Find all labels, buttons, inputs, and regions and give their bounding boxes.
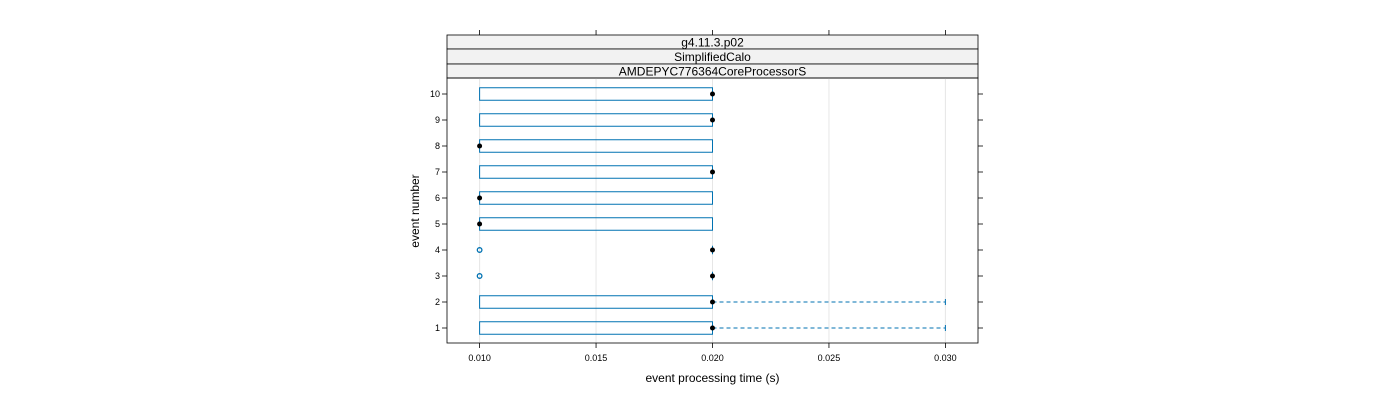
y-tick-label: 4 bbox=[435, 245, 440, 255]
y-tick-label: 5 bbox=[435, 219, 440, 229]
median-dot bbox=[710, 325, 715, 331]
median-dot bbox=[477, 143, 483, 149]
outlier-point bbox=[476, 247, 483, 253]
x-tick-label: 0.020 bbox=[701, 353, 724, 363]
box-event-4 bbox=[476, 245, 715, 255]
y-tick-label: 7 bbox=[435, 167, 440, 177]
median-dot bbox=[477, 221, 483, 227]
box-marks bbox=[476, 87, 946, 335]
box-event-3 bbox=[476, 271, 715, 281]
x-tick-label: 0.030 bbox=[934, 353, 957, 363]
y-tick-label: 2 bbox=[435, 297, 440, 307]
y-tick-label: 3 bbox=[435, 271, 440, 281]
x-tick-label: 0.010 bbox=[468, 353, 491, 363]
median-dot bbox=[710, 169, 715, 175]
axis-ticks: 0.010 0.015 0.020 0.025 0.030 1 2 3 4 5 6 7 8 9 10 bbox=[430, 30, 983, 363]
y-tick-label: 6 bbox=[435, 193, 440, 203]
median-dot bbox=[710, 247, 715, 253]
strip-label-application: SimplifiedCalo bbox=[674, 50, 751, 64]
box-event-2 bbox=[479, 295, 946, 309]
y-axis-label: event number bbox=[408, 174, 422, 247]
strip-label-version: g4.11.3.p02 bbox=[681, 36, 744, 50]
box-event-6 bbox=[477, 191, 713, 205]
median-dot bbox=[710, 299, 715, 305]
y-tick-label: 10 bbox=[430, 89, 440, 99]
x-tick-label: 0.015 bbox=[585, 353, 608, 363]
outlier-point bbox=[476, 273, 483, 279]
x-axis-label: event processing time (s) bbox=[645, 371, 779, 385]
box-event-1 bbox=[479, 321, 946, 335]
box-event-8 bbox=[477, 139, 713, 153]
box-event-5 bbox=[477, 217, 713, 231]
median-dot bbox=[710, 273, 715, 279]
y-tick-label: 9 bbox=[435, 115, 440, 125]
box-event-7 bbox=[479, 165, 715, 179]
strip-panel: g4.11.3.p02 SimplifiedCalo AMDEPYC776364… bbox=[446, 34, 979, 79]
box-event-9 bbox=[479, 113, 715, 127]
median-dot bbox=[710, 117, 715, 123]
median-dot bbox=[477, 195, 483, 201]
median-dot bbox=[710, 91, 715, 97]
y-tick-label: 8 bbox=[435, 141, 440, 151]
strip-label-processor: AMDEPYC776364CoreProcessorS bbox=[619, 65, 806, 79]
x-tick-label: 0.025 bbox=[818, 353, 841, 363]
y-tick-label: 1 bbox=[435, 323, 440, 333]
box-event-10 bbox=[479, 87, 715, 101]
